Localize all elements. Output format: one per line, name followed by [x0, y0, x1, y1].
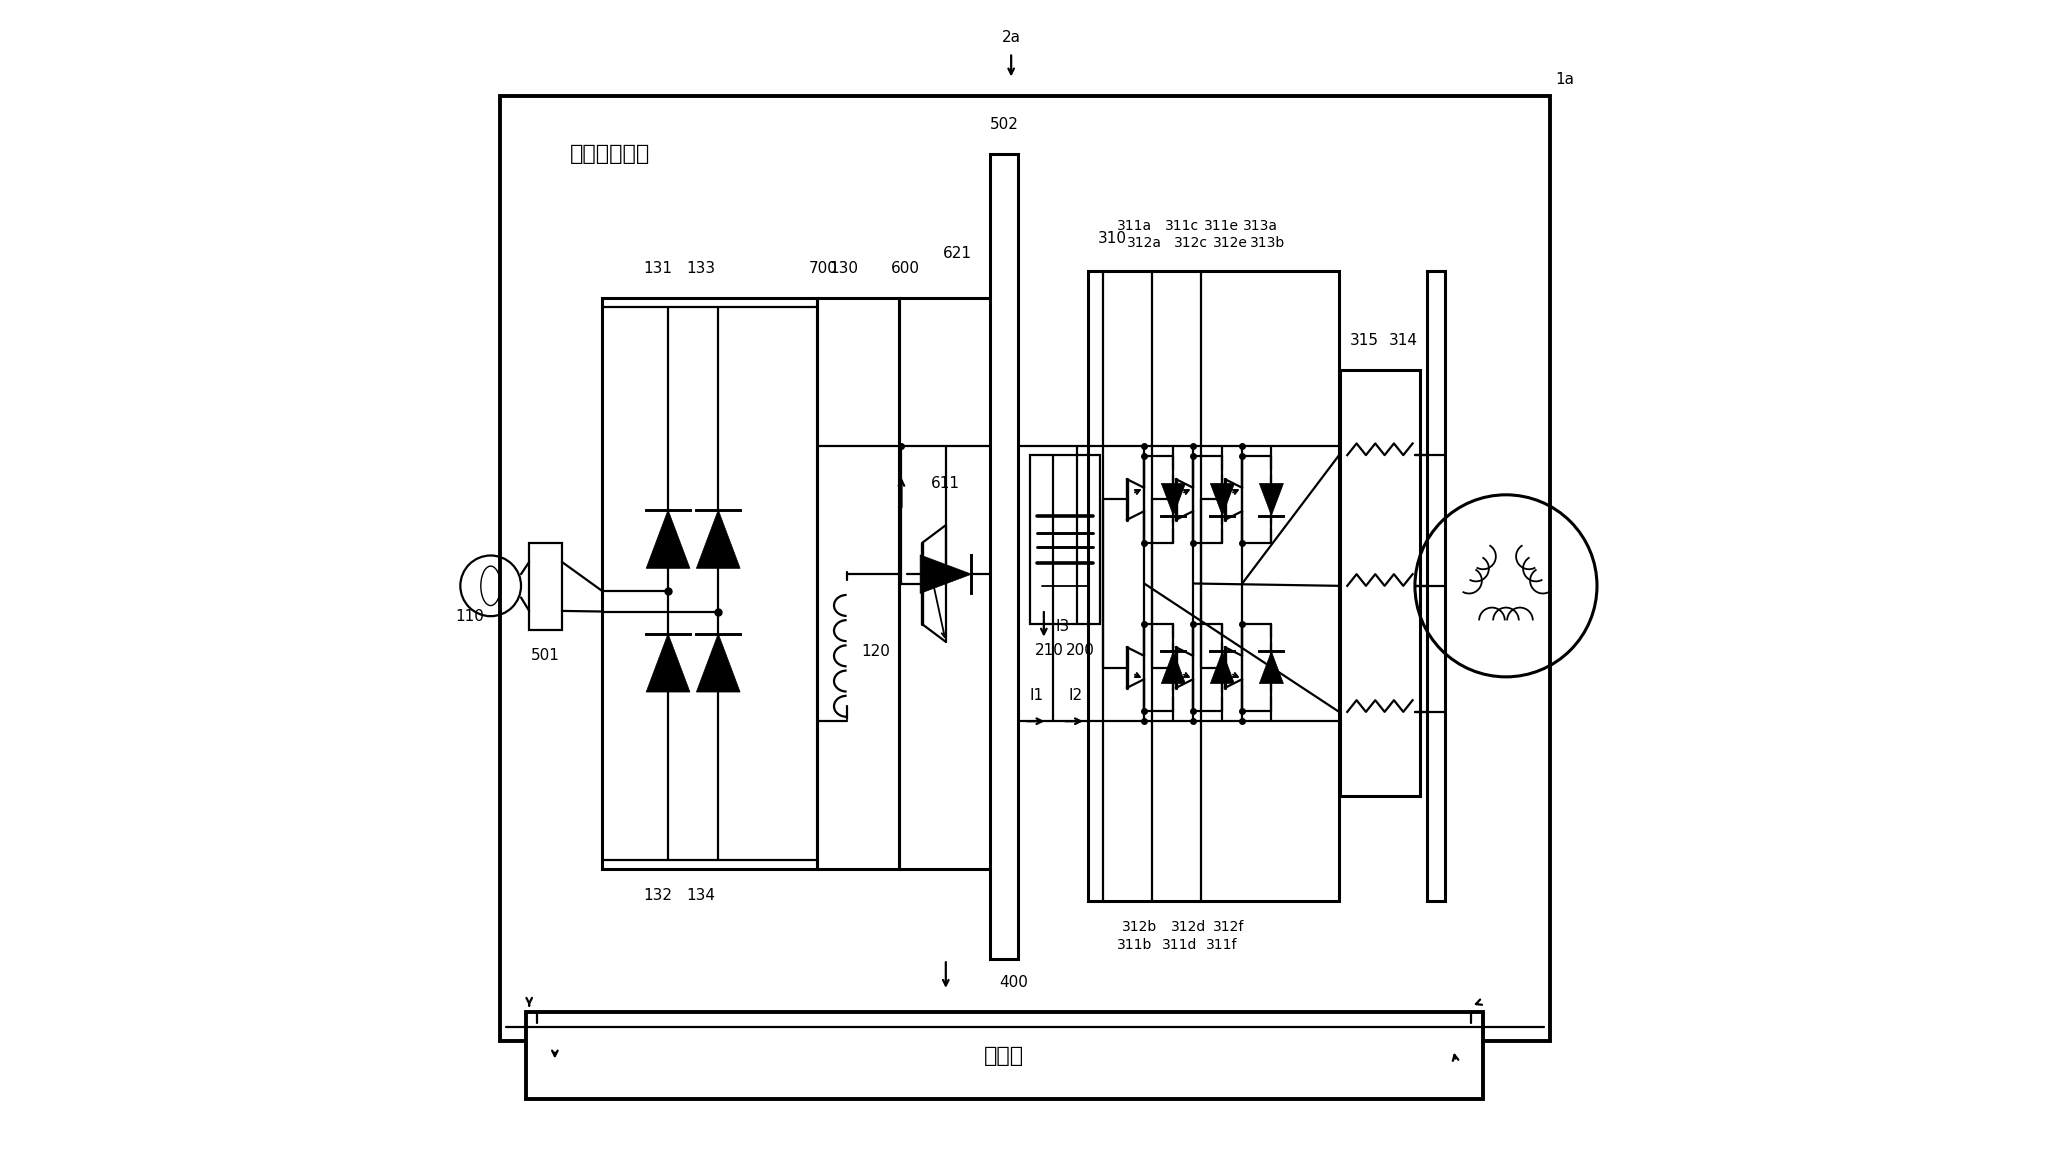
Text: 313b: 313b: [1249, 236, 1286, 250]
Text: 130: 130: [828, 261, 859, 275]
Polygon shape: [1260, 483, 1284, 516]
Text: 700: 700: [810, 261, 838, 275]
Text: 400: 400: [999, 976, 1028, 990]
Text: I1: I1: [1030, 689, 1044, 703]
Text: 210: 210: [1036, 643, 1064, 657]
Bar: [1089, 271, 1340, 901]
Polygon shape: [697, 634, 740, 692]
Text: 312e: 312e: [1212, 236, 1247, 250]
Text: 131: 131: [643, 261, 672, 275]
Bar: [1426, 271, 1445, 901]
Text: I2: I2: [1069, 689, 1083, 703]
Bar: [1030, 455, 1099, 624]
Text: 311d: 311d: [1161, 938, 1196, 952]
Text: 200: 200: [1067, 643, 1095, 657]
Text: 313a: 313a: [1243, 219, 1278, 233]
Text: 电力转换装置: 电力转换装置: [569, 144, 649, 165]
Text: 311a: 311a: [1118, 219, 1153, 233]
Text: 2a: 2a: [1001, 30, 1021, 44]
Text: 311e: 311e: [1204, 219, 1239, 233]
Polygon shape: [1161, 651, 1186, 684]
Text: I3: I3: [1056, 620, 1071, 634]
Text: 315: 315: [1350, 334, 1379, 348]
Polygon shape: [1210, 483, 1235, 516]
Text: 611: 611: [931, 476, 960, 490]
Text: 600: 600: [890, 261, 919, 275]
Polygon shape: [1161, 483, 1186, 516]
Text: 134: 134: [686, 888, 715, 902]
Bar: [530, 543, 561, 630]
Text: 312f: 312f: [1212, 920, 1243, 934]
Text: 311b: 311b: [1118, 938, 1153, 952]
Text: 311f: 311f: [1206, 938, 1237, 952]
Bar: [499, 96, 1549, 1041]
Bar: [602, 298, 818, 869]
Text: 502: 502: [991, 118, 1019, 132]
Polygon shape: [645, 510, 690, 568]
Text: 312d: 312d: [1171, 920, 1206, 934]
Polygon shape: [921, 555, 972, 594]
Bar: [1340, 370, 1420, 796]
Text: 120: 120: [861, 644, 890, 658]
Text: 311c: 311c: [1165, 219, 1198, 233]
Polygon shape: [645, 634, 690, 692]
Text: 132: 132: [643, 888, 672, 902]
Text: 310: 310: [1097, 231, 1126, 245]
Bar: [818, 298, 900, 869]
Text: 312c: 312c: [1173, 236, 1208, 250]
Text: 621: 621: [943, 246, 972, 260]
Text: 133: 133: [686, 261, 715, 275]
Text: 110: 110: [456, 609, 485, 623]
Text: 1a: 1a: [1556, 72, 1574, 86]
Text: 314: 314: [1389, 334, 1418, 348]
Polygon shape: [1210, 651, 1235, 684]
Polygon shape: [1260, 651, 1284, 684]
Bar: [991, 154, 1017, 959]
Bar: [526, 1012, 1482, 1099]
Text: 312b: 312b: [1122, 920, 1157, 934]
Bar: [900, 298, 993, 869]
Text: 501: 501: [530, 649, 559, 663]
Text: 控制部: 控制部: [984, 1046, 1023, 1065]
Polygon shape: [697, 510, 740, 568]
Text: 312a: 312a: [1126, 236, 1161, 250]
